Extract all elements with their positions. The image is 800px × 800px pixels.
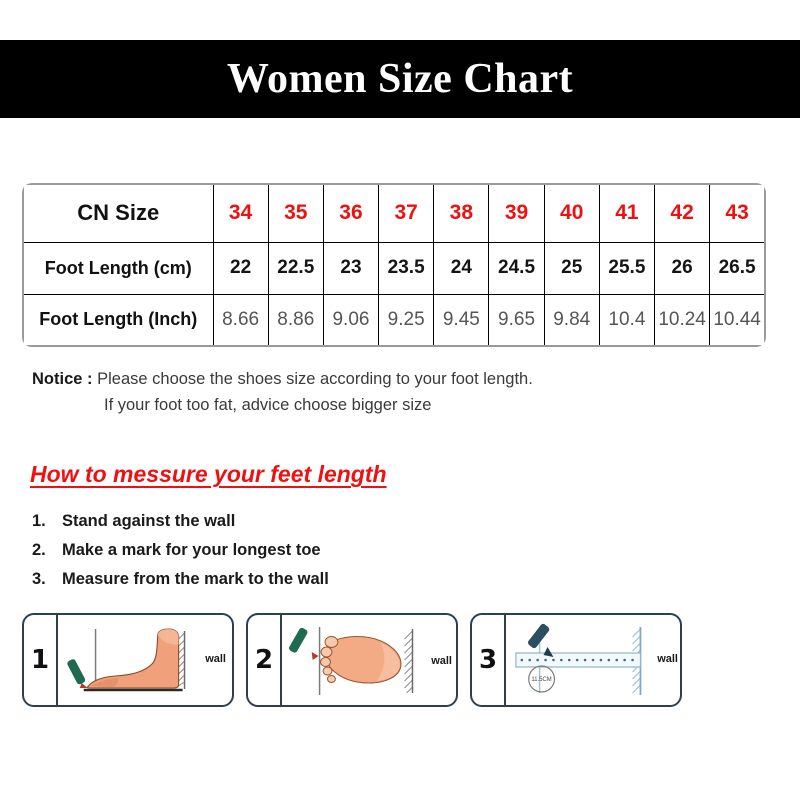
table-cell-cm: 22.5 [267,241,324,295]
step-text: Make a mark for your longest toe [62,541,321,559]
table-cell-inch: 8.86 [267,293,324,346]
notice-line-2: If your foot too fat, advice choose bigg… [104,396,432,414]
wall-label: wall [657,653,678,665]
notice-block: Notice : Please choose the shoes size ac… [32,366,732,418]
table-cell-cn-size: 37 [378,184,435,243]
illustration-panel-1: 1 [22,613,234,707]
table-cell-cn-size: 35 [267,184,324,243]
list-item: 2. Make a mark for your longest toe [32,541,632,570]
row-label-foot-length-inch: Foot Length (Inch) [23,293,214,346]
panel-number: 3 [472,615,506,705]
wall-label: wall [205,653,226,665]
table-row-foot-length-cm: Foot Length (cm) 22 22.5 23 23.5 24 24.5… [23,241,765,295]
step-number: 2. [32,541,46,559]
table-cell-cn-size: 34 [212,184,269,243]
table-cell-inch: 9.45 [433,293,490,346]
measuring-tape-icon: 11.5CM wall [506,615,680,705]
table-cell-cm: 24 [433,241,490,295]
illustration-panel-3: 3 [470,613,682,707]
table-cell-cm: 22 [212,241,269,295]
table-cell-inch: 10.24 [653,293,711,346]
notice-label: Notice : [32,370,93,388]
size-chart-table: CN Size 34 35 36 37 38 39 40 41 42 43 Fo… [22,183,766,347]
foot-side-view-icon: wall [58,615,232,705]
step-number: 1. [32,512,46,530]
row-label-foot-length-cm: Foot Length (cm) [23,241,214,295]
table-row-foot-length-inch: Foot Length (Inch) 8.66 8.86 9.06 9.25 9… [23,293,765,346]
notice-text-1: Please choose the shoes size according t… [97,370,533,388]
row-label-cn-size: CN Size [23,184,214,243]
table-cell-cn-size: 41 [598,184,656,243]
panel-number: 1 [24,615,58,705]
table-cell-inch: 10.4 [598,293,656,346]
table-cell-inch: 9.06 [322,293,380,346]
table-cell-inch: 8.66 [212,293,269,346]
table-cell-cn-size: 40 [543,184,600,243]
foot-sole-view-icon: wall [282,615,456,705]
callout-text: 11.5CM [531,677,551,683]
step-text: Stand against the wall [62,512,236,530]
page-title: Women Size Chart [226,56,574,102]
list-item: 3. Measure from the mark to the wall [32,570,632,599]
table-cell-cn-size: 39 [488,184,545,243]
illustration-panels: 1 [22,613,682,707]
table-cell-inch: 10.44 [709,293,765,346]
illustration-panel-2: 2 [246,613,458,707]
table-cell-cm: 26 [653,241,711,295]
step-text: Measure from the mark to the wall [62,570,329,588]
list-item: 1. Stand against the wall [32,512,632,541]
wall-label: wall [431,655,452,667]
table-cell-cm: 23 [322,241,380,295]
how-to-measure-heading: How to messure your feet length [30,461,387,487]
table-cell-cn-size: 42 [653,184,711,243]
table-cell-cm: 26.5 [709,241,765,295]
table-cell-inch: 9.25 [378,293,435,346]
table-cell-cm: 25 [543,241,600,295]
title-banner: Women Size Chart [0,40,800,118]
table-cell-inch: 9.65 [488,293,545,346]
panel-number: 2 [248,615,282,705]
table-cell-cm: 23.5 [378,241,435,295]
table-cell-cn-size: 38 [433,184,490,243]
table-row-cn-size: CN Size 34 35 36 37 38 39 40 41 42 43 [23,184,765,243]
step-number: 3. [32,570,46,588]
table-cell-inch: 9.84 [543,293,600,346]
table-cell-cm: 25.5 [598,241,656,295]
table-cell-cn-size: 43 [709,184,765,243]
steps-list: 1. Stand against the wall 2. Make a mark… [32,512,632,599]
table-cell-cn-size: 36 [322,184,380,243]
table-cell-cm: 24.5 [488,241,545,295]
notice-line-1: Notice : Please choose the shoes size ac… [32,366,732,392]
size-chart-table-container: CN Size 34 35 36 37 38 39 40 41 42 43 Fo… [22,183,766,347]
